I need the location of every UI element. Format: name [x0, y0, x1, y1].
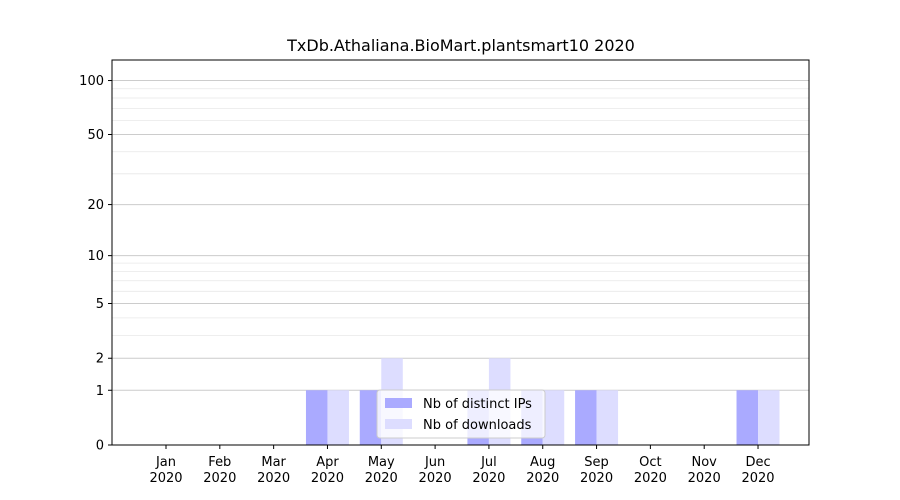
bar-downloads: [596, 390, 619, 445]
legend-swatch: [385, 398, 412, 408]
x-tick-label-month: Apr: [316, 455, 339, 470]
y-tick-label: 5: [96, 297, 104, 312]
legend-label: Nb of distinct IPs: [423, 397, 532, 412]
y-axis: 0 1 2 5 10 20 50 100: [79, 74, 112, 454]
x-tick-label-year: 2020: [580, 471, 613, 486]
y-tick-label: 20: [87, 198, 104, 213]
x-tick-label-month: Nov: [692, 455, 718, 470]
y-tick-label: 1: [96, 384, 104, 399]
bar-distinct-ips: [736, 390, 759, 445]
x-tick-label-month: Jul: [480, 455, 497, 470]
x-tick-label-month: Oct: [639, 455, 661, 470]
x-tick-label-month: Jan: [155, 455, 176, 470]
bar-downloads: [758, 390, 780, 445]
x-tick-label-month: Sep: [584, 455, 609, 470]
x-tick-label-month: Mar: [261, 455, 286, 470]
x-tick-label-year: 2020: [311, 471, 344, 486]
y-tick-label: 100: [79, 74, 104, 89]
x-tick-label-year: 2020: [526, 471, 559, 486]
x-tick-label-year: 2020: [419, 471, 452, 486]
y-tick-label: 0: [96, 439, 104, 454]
x-tick-label-year: 2020: [257, 471, 290, 486]
bar-distinct-ips: [575, 390, 597, 445]
plot-frame: [111, 59, 810, 446]
x-tick-label-year: 2020: [149, 471, 182, 486]
legend-box: [376, 389, 546, 439]
legend: Nb of distinct IPs Nb of downloads: [376, 389, 546, 439]
x-tick-label-year: 2020: [741, 471, 774, 486]
bar-distinct-ips: [305, 390, 328, 445]
y-tick-label: 10: [87, 249, 104, 264]
bar-downloads: [542, 390, 565, 445]
y-tick-label: 50: [87, 128, 104, 143]
bar-distinct-ips: [359, 390, 382, 445]
chart-title: TxDb.Athaliana.BioMart.plantsmart10 2020: [286, 36, 635, 55]
x-tick-label-year: 2020: [688, 471, 721, 486]
x-axis: Jan2020Feb2020Mar2020Apr2020May2020Jun20…: [149, 445, 775, 486]
x-tick-label-month: Feb: [208, 455, 231, 470]
y-tick-label: 2: [96, 352, 104, 367]
x-tick-label-year: 2020: [203, 471, 236, 486]
x-tick-label-year: 2020: [365, 471, 398, 486]
x-tick-label-month: Jun: [424, 455, 445, 470]
x-tick-label-month: Dec: [745, 455, 770, 470]
bar-downloads: [327, 390, 349, 445]
x-tick-label-year: 2020: [472, 471, 505, 486]
x-tick-label-month: Aug: [530, 455, 555, 470]
grid-layer: [112, 80, 809, 391]
legend-label: Nb of downloads: [423, 418, 532, 433]
x-tick-label-month: May: [368, 455, 395, 470]
x-tick-label-year: 2020: [634, 471, 667, 486]
legend-swatch: [385, 419, 412, 429]
